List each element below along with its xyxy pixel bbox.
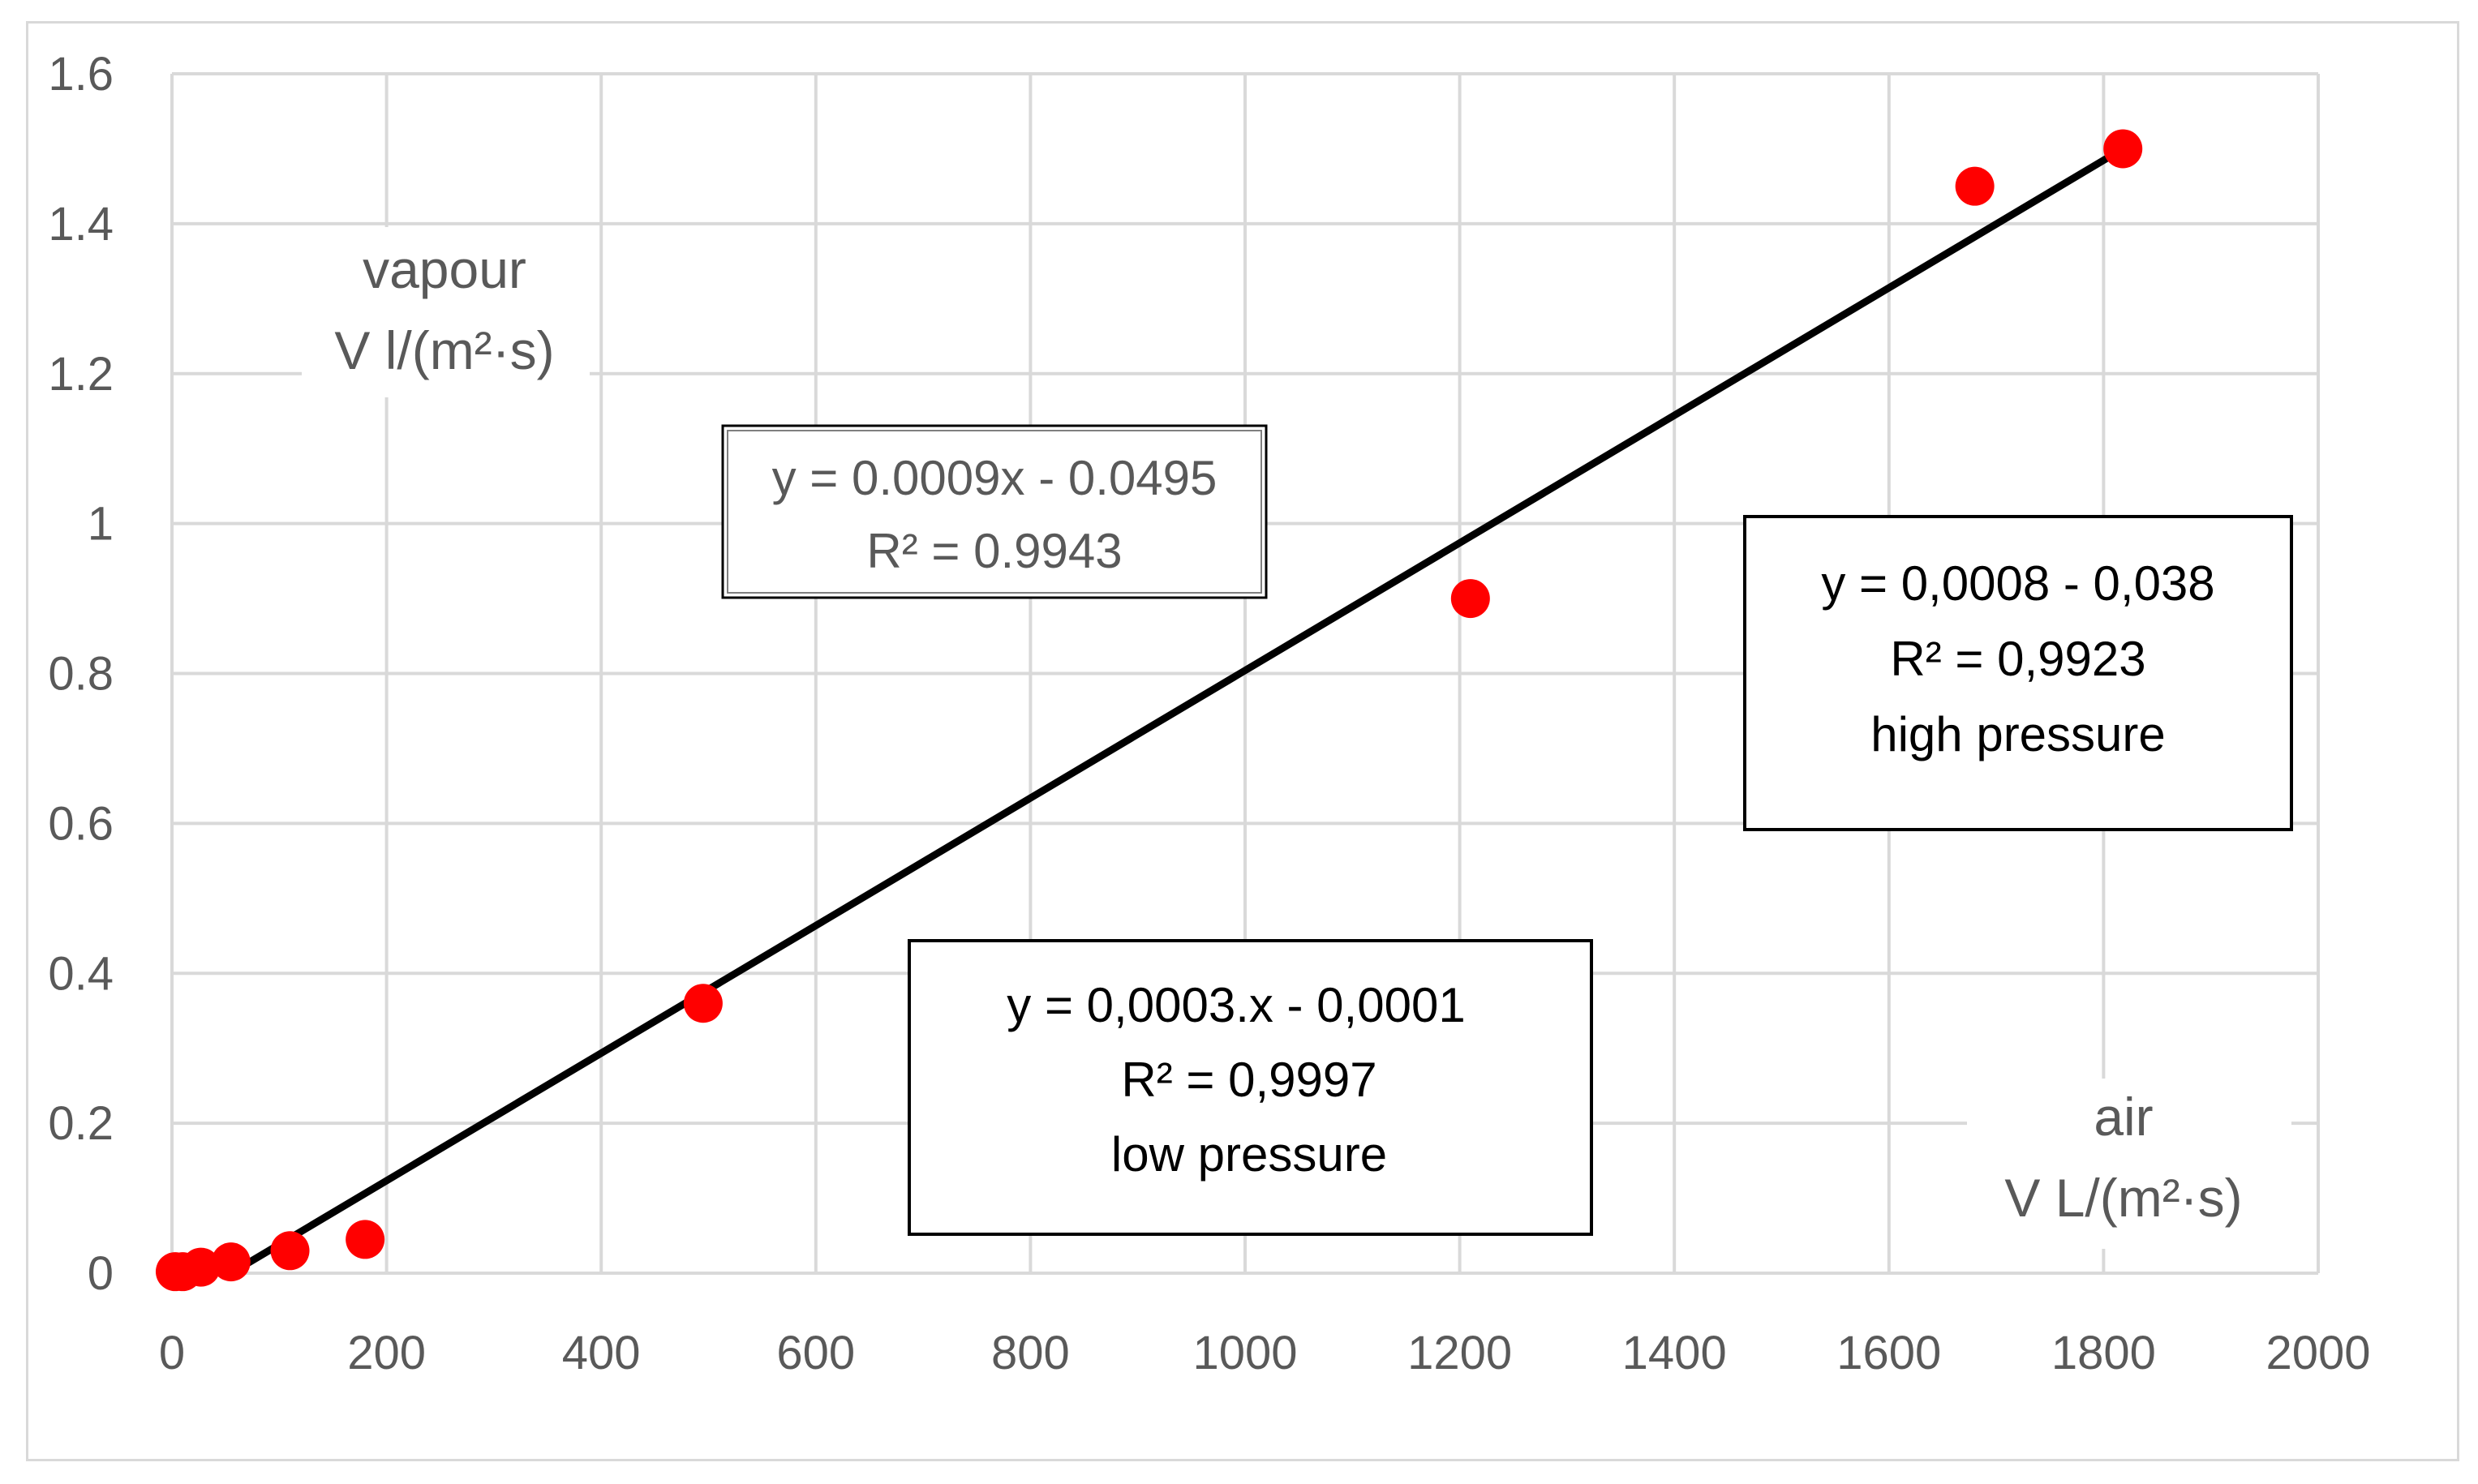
y-tick-label-8: 1.6 xyxy=(48,48,114,101)
x-tick-label-0: 0 xyxy=(159,1327,185,1379)
trendline xyxy=(227,144,2127,1277)
data-point xyxy=(2103,129,2143,169)
x-tick-label-3: 600 xyxy=(776,1327,855,1379)
data-point xyxy=(270,1231,310,1271)
x-tick-label-4: 800 xyxy=(991,1327,1070,1379)
y-tick-label-4: 0.8 xyxy=(48,648,114,701)
trendline-layer xyxy=(227,144,2127,1277)
annotation-fit-low: y = 0,0003.x - 0,0001 R² = 0,9997 low pr… xyxy=(908,939,1593,1236)
x-tick-label-2: 400 xyxy=(562,1327,641,1379)
y-tick-label-2: 0.4 xyxy=(48,947,114,1000)
data-point xyxy=(181,1247,221,1287)
y-tick-label-5: 1 xyxy=(88,498,114,551)
x-tick-label-5: 1000 xyxy=(1192,1327,1297,1379)
x-tick-label-6: 1200 xyxy=(1407,1327,1512,1379)
data-point xyxy=(211,1242,251,1282)
data-points xyxy=(155,129,2143,1292)
annotation-fit-high: y = 0,0008 - 0,038 R² = 0,9923 high pres… xyxy=(1743,515,2293,831)
annotation-fit-overall-line-2: R² = 0.9943 xyxy=(866,524,1122,578)
y-tick-label-0: 0 xyxy=(88,1247,114,1300)
x-axis-unit: V L/(m²·s) xyxy=(2004,1168,2242,1228)
annotation-fit-low-line-1: y = 0,0003.x - 0,0001 xyxy=(1007,978,1465,1032)
annotation-fit-high-line-3: high pressure xyxy=(1870,707,2166,761)
y-tick-label-7: 1.4 xyxy=(48,198,114,251)
x-axis-tick-labels: 0 200 400 600 800 1000 1200 1400 1600 1800 2000 xyxy=(159,1327,2371,1379)
y-tick-label-3: 0.6 xyxy=(48,797,114,850)
annotation-fit-overall: y = 0.0009x - 0.0495 R² = 0.9943 xyxy=(721,424,1268,599)
y-tick-label-1: 0.2 xyxy=(48,1097,114,1150)
data-point xyxy=(1955,166,1995,206)
y-axis-tick-labels: 0 0.2 0.4 0.6 0.8 1 1.2 1.4 1.6 xyxy=(48,48,114,1300)
x-tick-label-8: 1600 xyxy=(1836,1327,1941,1379)
data-point xyxy=(1450,579,1490,619)
annotation-fit-high-line-2: R² = 0,9923 xyxy=(1890,632,2145,686)
annotation-fit-low-line-2: R² = 0,9997 xyxy=(1121,1053,1376,1107)
annotation-fit-overall-line-1: y = 0.0009x - 0.0495 xyxy=(772,451,1218,505)
y-tick-label-6: 1.2 xyxy=(48,348,114,401)
x-axis-title: air xyxy=(2094,1087,2153,1147)
data-point xyxy=(683,984,723,1023)
x-tick-label-9: 1800 xyxy=(2051,1327,2156,1379)
x-axis-title-bg xyxy=(1967,1079,2291,1249)
y-axis-title: vapour xyxy=(363,239,526,299)
x-tick-label-7: 1400 xyxy=(1622,1327,1727,1379)
y-axis-title-bg xyxy=(302,227,590,397)
annotation-fit-high-line-1: y = 0,0008 - 0,038 xyxy=(1821,556,2214,611)
x-tick-label-1: 200 xyxy=(347,1327,426,1379)
x-tick-label-10: 2000 xyxy=(2265,1327,2370,1379)
y-axis-unit: V l/(m²·s) xyxy=(334,320,554,380)
data-point xyxy=(346,1220,385,1259)
annotation-fit-low-line-3: low pressure xyxy=(1111,1127,1387,1182)
